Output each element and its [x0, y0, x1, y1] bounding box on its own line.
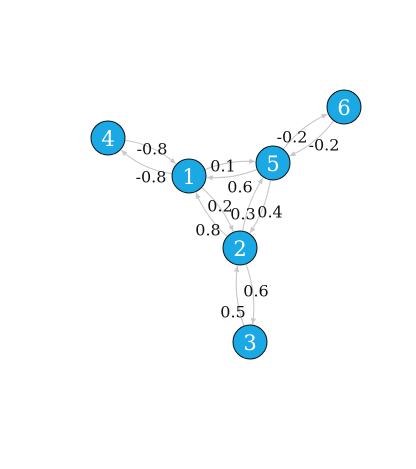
edge-2-to-1: [195, 192, 228, 238]
node-label-2: 2: [233, 237, 246, 261]
edge-label-5-to-1: 0.1: [210, 157, 235, 176]
node-3: 3: [232, 324, 268, 360]
node-6: 6: [326, 89, 362, 125]
edge-1-to-2: [201, 186, 234, 232]
edge-2-to-5: [242, 177, 264, 232]
nodes-layer: 1 2 3 4 5 6: [90, 89, 362, 360]
edge-5-to-2: [249, 179, 271, 234]
edge-label-2-to-5: 0.4: [257, 203, 282, 222]
edge-5-to-6: [282, 113, 328, 150]
edges-layer: [120, 113, 335, 327]
node-circle-6: [326, 89, 362, 125]
edge-5-to-1: [206, 168, 258, 181]
node-label-3: 3: [243, 331, 256, 355]
edge-label-6-to-5: -0.2: [277, 128, 308, 147]
node-4: 4: [90, 120, 126, 156]
edge-3-to-2: [233, 265, 245, 327]
node-circle-3: [232, 324, 268, 360]
edge-label-1-to-2: 0.8: [195, 221, 220, 240]
node-2: 2: [222, 230, 258, 266]
edge-label-4-to-1: -0.8: [137, 140, 168, 159]
edge-label-5-to-2: 0.3: [230, 205, 255, 224]
edge-label-1-to-5: 0.6: [227, 178, 252, 197]
node-label-6: 6: [337, 96, 350, 120]
edge-4-to-1: [124, 139, 177, 165]
edge-labels-layer: -0.8-0.80.10.60.20.80.3 0.4-0.2 -0.20.60.5: [136, 128, 340, 322]
edge-6-to-5: [289, 120, 335, 157]
edge-label-1-to-4: -0.8: [136, 168, 167, 187]
node-label-1: 1: [182, 165, 195, 189]
node-label-4: 4: [101, 127, 114, 151]
node-circle-2: [222, 230, 258, 266]
edge-label-3-to-2: 0.6: [243, 282, 268, 301]
edge-label-2-to-1: 0.2: [207, 197, 232, 216]
node-circle-5: [255, 145, 291, 181]
edge-1-to-4: [120, 149, 173, 175]
node-1: 1: [171, 158, 207, 194]
node-label-5: 5: [266, 152, 279, 176]
edge-1-to-5: [204, 158, 256, 171]
node-circle-4: [90, 120, 126, 156]
edge-label-2-to-3: 0.5: [220, 303, 245, 322]
edge-label-5-to-6: -0.2: [309, 136, 340, 155]
node-circle-1: [171, 158, 207, 194]
node-5: 5: [255, 145, 291, 181]
edge-2-to-3: [245, 263, 257, 325]
